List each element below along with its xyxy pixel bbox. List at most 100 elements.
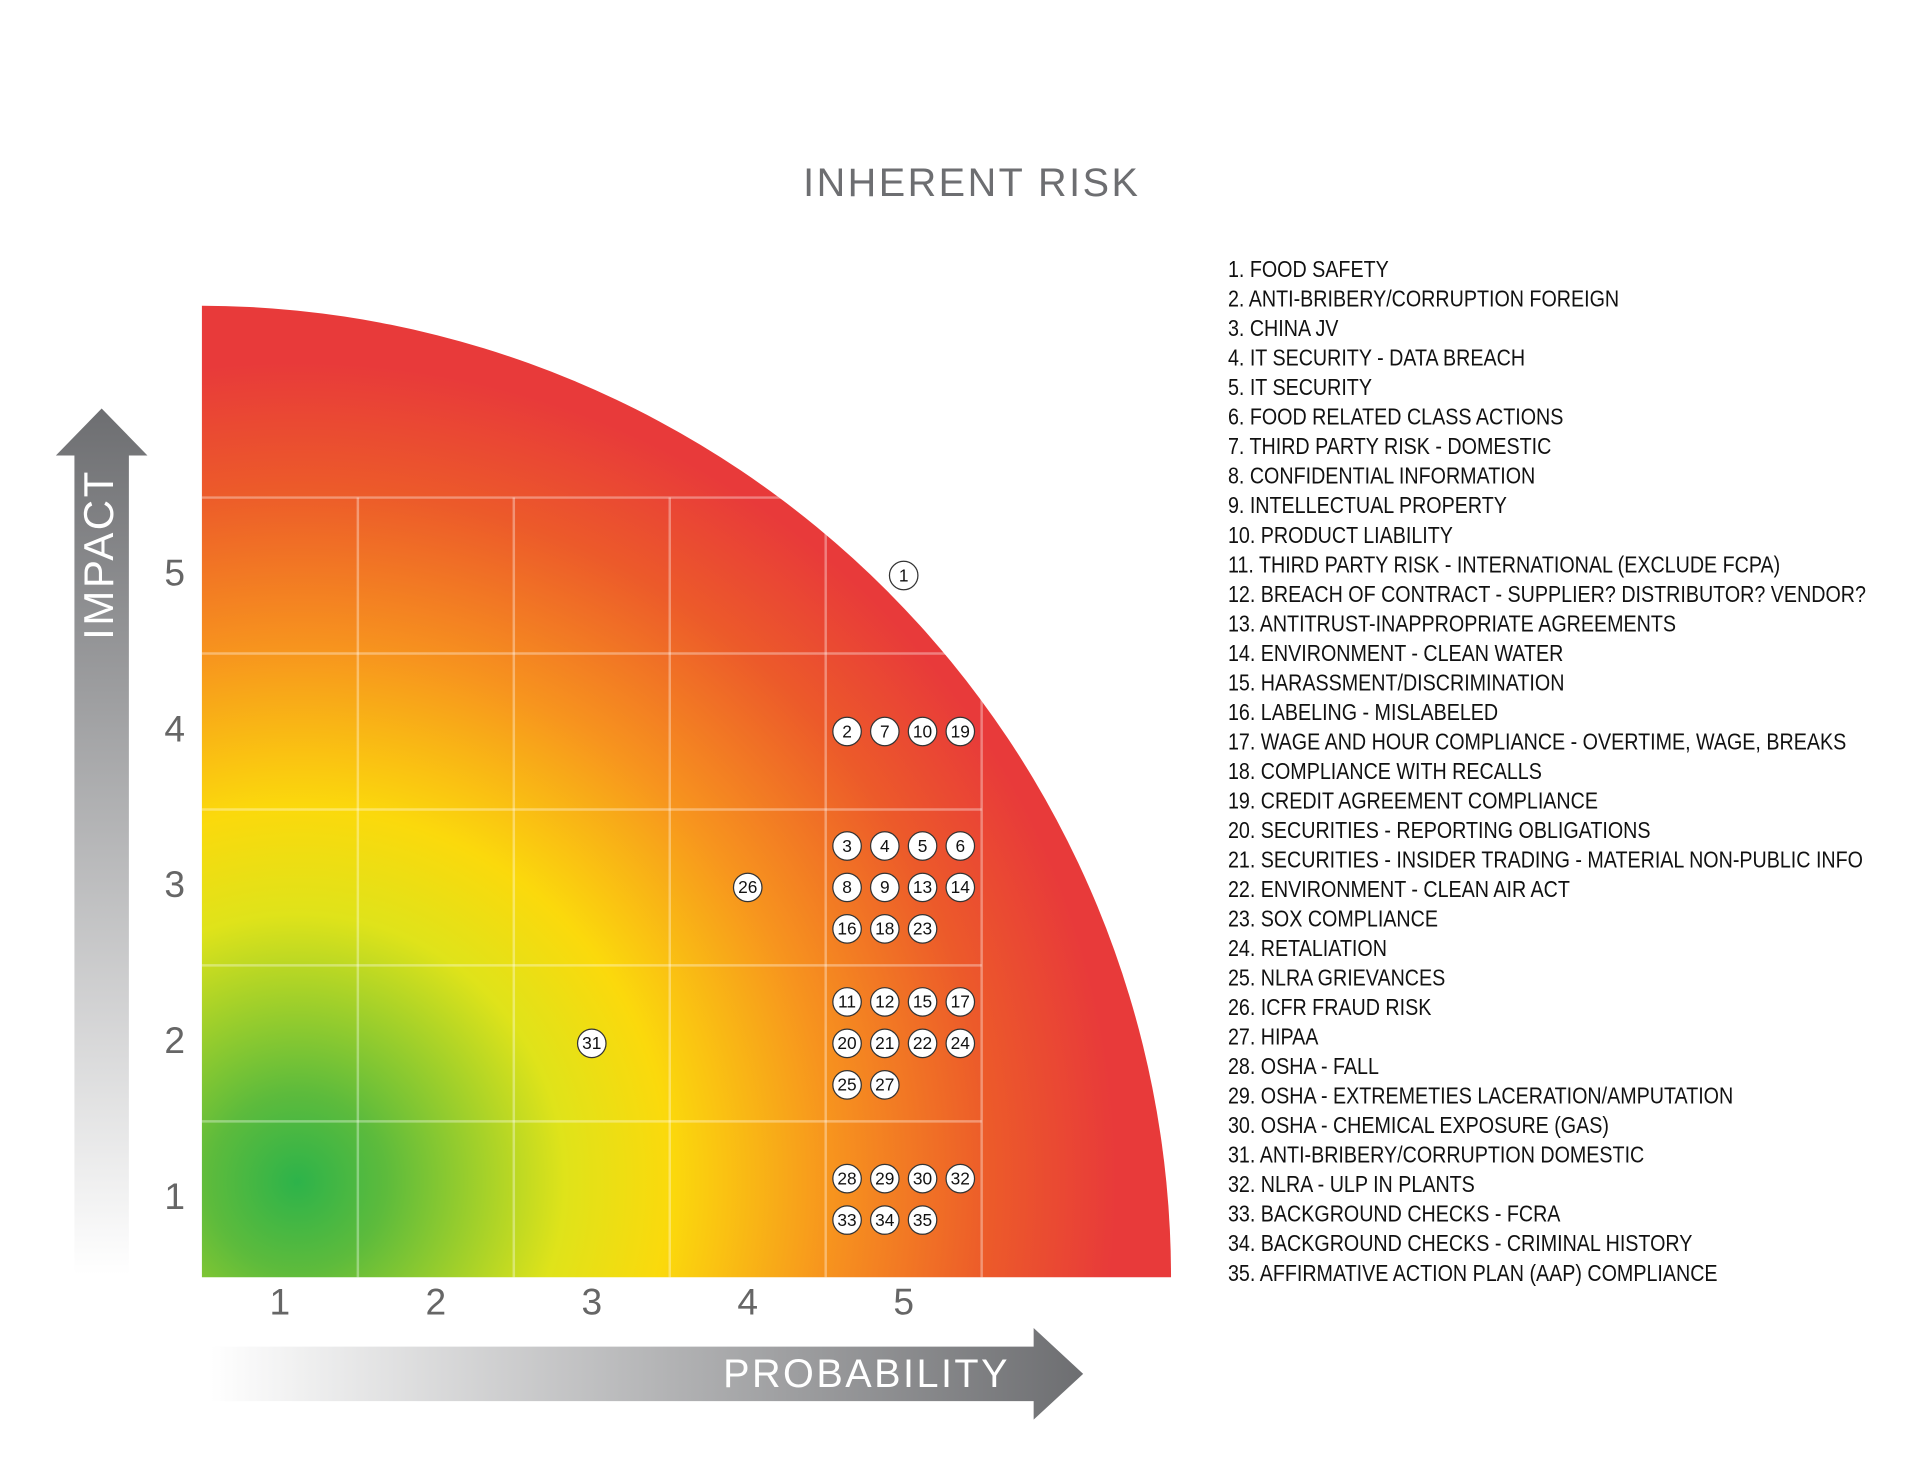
marker-circle [832, 1163, 862, 1194]
legend-item: 17. WAGE AND HOUR COMPLIANCE - OVERTIME,… [1228, 729, 1846, 755]
risk-marker: 5 [907, 831, 938, 861]
impact-arrow [55, 408, 148, 1275]
marker-label: 32 [951, 1168, 970, 1188]
marker-label: 21 [875, 1033, 894, 1053]
marker-label: 24 [951, 1033, 971, 1053]
risk-marker: 23 [907, 914, 938, 944]
legend-item: 31. ANTI-BRIBERY/CORRUPTION DOMESTIC [1228, 1142, 1644, 1168]
marker-circle [907, 1205, 938, 1235]
risk-marker: 3 [832, 831, 862, 861]
legend-item: 1. FOOD SAFETY [1228, 257, 1389, 283]
marker-label: 3 [842, 836, 852, 856]
legend-item: 27. HIPAA [1228, 1024, 1319, 1050]
legend-item: 3. CHINA JV [1228, 316, 1339, 342]
y-tick-label: 1 [164, 1175, 185, 1217]
heat-area [201, 305, 1172, 1278]
probability-arrow [210, 1328, 1084, 1420]
risk-marker: 25 [832, 1069, 862, 1100]
marker-circle [732, 872, 763, 903]
risk-marker: 16 [832, 914, 862, 944]
legend-item: 26. ICFR FRAUD RISK [1228, 995, 1431, 1021]
marker-label: 31 [582, 1033, 601, 1053]
marker-label: 19 [951, 721, 970, 741]
risk-marker: 33 [832, 1205, 862, 1235]
risk-marker: 35 [907, 1205, 938, 1235]
marker-label: 26 [738, 877, 757, 897]
legend-item: 2. ANTI-BRIBERY/CORRUPTION FOREIGN [1228, 286, 1619, 312]
risk-marker: 4 [869, 831, 900, 861]
legend-item: 5. IT SECURITY [1228, 375, 1372, 401]
marker-label: 27 [875, 1075, 894, 1095]
marker-circle [945, 716, 976, 747]
legend-item: 4. IT SECURITY - DATA BREACH [1228, 345, 1525, 371]
marker-circle [945, 1028, 976, 1059]
marker-label: 17 [951, 992, 970, 1012]
risk-marker: 1 [888, 560, 919, 591]
y-tick-label: 4 [164, 707, 185, 749]
marker-circle [907, 914, 938, 944]
risk-marker: 13 [907, 872, 938, 903]
x-tick-label: 3 [581, 1280, 602, 1322]
legend-item: 12. BREACH OF CONTRACT - SUPPLIER? DISTR… [1228, 581, 1866, 607]
marker-circle [945, 831, 976, 861]
marker-circle [869, 987, 900, 1017]
legend-item: 7. THIRD PARTY RISK - DOMESTIC [1228, 434, 1551, 460]
risk-marker: 24 [945, 1028, 976, 1059]
marker-circle [907, 872, 938, 903]
legend-item: 24. RETALIATION [1228, 936, 1387, 962]
marker-label: 12 [875, 992, 894, 1012]
marker-label: 10 [913, 721, 932, 741]
marker-label: 7 [880, 721, 890, 741]
risk-marker: 28 [832, 1163, 862, 1194]
title: INHERENT RISK [803, 161, 1140, 205]
marker-label: 15 [913, 992, 932, 1012]
legend-item: 15. HARASSMENT/DISCRIMINATION [1228, 670, 1564, 696]
risk-marker: 20 [832, 1028, 862, 1059]
legend-item: 35. AFFIRMATIVE ACTION PLAN (AAP) COMPLI… [1228, 1260, 1718, 1286]
marker-circle [832, 1069, 862, 1100]
risk-marker: 10 [907, 716, 938, 747]
marker-circle [888, 560, 919, 591]
x-axis-label: PROBABILITY [723, 1352, 1010, 1396]
marker-circle [832, 987, 862, 1017]
risk-marker: 8 [832, 872, 862, 903]
legend-item: 11. THIRD PARTY RISK - INTERNATIONAL (EX… [1228, 552, 1780, 578]
marker-circle [869, 831, 900, 861]
marker-label: 13 [913, 877, 932, 897]
marker-label: 9 [880, 877, 890, 897]
marker-label: 6 [955, 836, 965, 856]
marker-label: 22 [913, 1033, 932, 1053]
legend-item: 20. SECURITIES - REPORTING OBLIGATIONS [1228, 818, 1651, 844]
marker-circle [907, 1163, 938, 1194]
legend-item: 30. OSHA - CHEMICAL EXPOSURE (GAS) [1228, 1113, 1609, 1139]
legend-item: 16. LABELING - MISLABELED [1228, 700, 1498, 726]
legend-item: 6. FOOD RELATED CLASS ACTIONS [1228, 404, 1563, 430]
marker-label: 11 [838, 992, 856, 1012]
risk-marker: 6 [945, 831, 976, 861]
marker-label: 2 [842, 721, 852, 741]
risk-marker: 31 [576, 1028, 607, 1059]
legend-item: 21. SECURITIES - INSIDER TRADING - MATER… [1228, 847, 1863, 873]
marker-label: 14 [951, 877, 971, 897]
marker-label: 35 [913, 1210, 932, 1230]
risk-marker: 18 [869, 914, 900, 944]
marker-label: 29 [875, 1168, 894, 1188]
legend-item: 10. PRODUCT LIABILITY [1228, 522, 1453, 548]
marker-circle [907, 1028, 938, 1059]
y-axis-label: IMPACT [75, 469, 122, 640]
risk-marker: 9 [869, 872, 900, 903]
risk-marker: 15 [907, 987, 938, 1017]
risk-marker: 22 [907, 1028, 938, 1059]
legend-item: 18. COMPLIANCE WITH RECALLS [1228, 759, 1542, 785]
marker-label: 20 [837, 1033, 856, 1053]
marker-circle [832, 914, 862, 944]
marker-label: 1 [899, 565, 909, 585]
marker-label: 25 [837, 1075, 856, 1095]
legend-item: 34. BACKGROUND CHECKS - CRIMINAL HISTORY [1228, 1231, 1692, 1257]
risk-marker: 2 [832, 716, 862, 747]
legend-item: 32. NLRA - ULP IN PLANTS [1228, 1172, 1475, 1198]
marker-circle [869, 914, 900, 944]
legend-item: 28. OSHA - FALL [1228, 1054, 1379, 1080]
y-tick-label: 5 [164, 551, 185, 593]
marker-circle [945, 1163, 976, 1194]
